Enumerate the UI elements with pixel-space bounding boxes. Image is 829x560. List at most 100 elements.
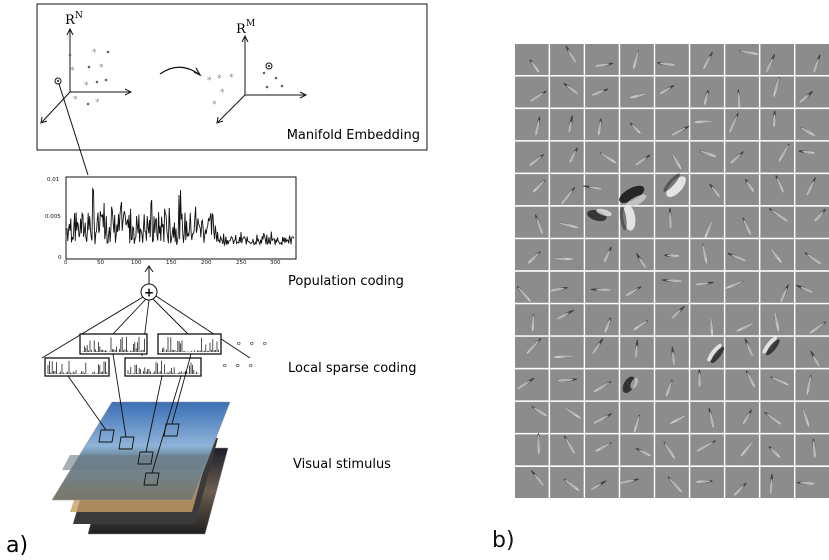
filter-blob bbox=[709, 411, 714, 428]
filter-blob bbox=[659, 87, 671, 94]
filter-blob bbox=[529, 156, 542, 166]
filter-blob bbox=[671, 309, 681, 319]
filter-blob bbox=[740, 441, 754, 457]
filter-blob bbox=[733, 485, 744, 496]
local-hist-3 bbox=[44, 357, 110, 377]
filter-blob bbox=[695, 480, 711, 483]
filter-blob bbox=[799, 94, 810, 103]
filter-blob bbox=[619, 206, 627, 231]
filter-cell bbox=[795, 239, 829, 271]
filter-cell bbox=[725, 109, 759, 141]
population-caption: Population coding bbox=[288, 274, 404, 289]
filter-blob bbox=[604, 250, 611, 263]
filter-cell bbox=[725, 44, 759, 75]
filter-blob bbox=[531, 61, 540, 73]
filter-cell bbox=[795, 304, 829, 336]
filter-blob bbox=[590, 483, 602, 491]
filter-cell bbox=[690, 369, 724, 401]
filter-blob bbox=[624, 194, 647, 209]
panel-a-diagram: R N * * * * * * R M * * bbox=[6, 3, 428, 558]
filter-blob bbox=[746, 342, 753, 357]
filter-cell bbox=[795, 174, 829, 206]
filter-blob bbox=[729, 116, 738, 133]
filter-blob bbox=[762, 336, 778, 354]
svg-text:*: * bbox=[207, 76, 212, 86]
filter-cell bbox=[515, 336, 549, 368]
filter-blob bbox=[694, 120, 713, 123]
filter-cell bbox=[690, 239, 724, 271]
filter-cell bbox=[515, 109, 549, 141]
filter-cell bbox=[585, 239, 619, 271]
filter-blob bbox=[806, 180, 814, 196]
filter-blob bbox=[554, 257, 573, 261]
manifold-box bbox=[36, 3, 428, 151]
filter-blob bbox=[588, 186, 603, 190]
filter-cell bbox=[690, 109, 724, 141]
filter-cell bbox=[725, 76, 759, 108]
filter-blob bbox=[809, 322, 825, 334]
manifold-caption: Manifold Embedding bbox=[287, 128, 420, 143]
axes-right bbox=[216, 34, 308, 124]
filter-blob bbox=[666, 279, 682, 282]
space-right-sup: M bbox=[246, 19, 255, 29]
filter-blob bbox=[550, 287, 565, 292]
filter-blob bbox=[743, 412, 750, 425]
filter-blob bbox=[800, 286, 813, 293]
filter-cell bbox=[550, 336, 584, 368]
filter-blob bbox=[561, 189, 573, 205]
filter-blob bbox=[704, 221, 713, 240]
filter-blob bbox=[806, 376, 811, 395]
filter-blob bbox=[595, 443, 611, 452]
filter-blob bbox=[638, 449, 651, 457]
svg-text:200: 200 bbox=[201, 260, 212, 266]
image-patches bbox=[98, 423, 180, 486]
filter-cell bbox=[515, 271, 549, 303]
filter-cell bbox=[725, 174, 759, 206]
population-plot-frame bbox=[65, 176, 297, 260]
filter-cell bbox=[550, 141, 584, 173]
filter-blob bbox=[672, 351, 675, 365]
filter-blob bbox=[737, 92, 741, 110]
filter-blob bbox=[569, 150, 577, 163]
filter-blob bbox=[770, 248, 782, 264]
filter-blob bbox=[812, 440, 816, 458]
filter-cell bbox=[725, 401, 759, 433]
filter-cell bbox=[515, 44, 549, 75]
filter-cell bbox=[795, 434, 829, 466]
filter-blob bbox=[725, 281, 743, 289]
svg-text:*: * bbox=[84, 81, 89, 91]
stimulus-caption: Visual stimulus bbox=[293, 457, 391, 472]
filter-blob bbox=[556, 312, 569, 320]
filter-cell bbox=[620, 76, 654, 108]
point-link-line bbox=[58, 83, 89, 176]
svg-text:*: * bbox=[99, 63, 104, 73]
filter-cell bbox=[550, 174, 584, 206]
filter-blob bbox=[704, 92, 708, 105]
filter-blob bbox=[622, 376, 635, 394]
filter-blob bbox=[532, 180, 545, 193]
filter-blob bbox=[533, 407, 548, 417]
filter-cell bbox=[655, 141, 689, 173]
filter-cell bbox=[585, 434, 619, 466]
patch-links bbox=[67, 353, 192, 474]
filter-cell bbox=[655, 76, 689, 108]
svg-text:0: 0 bbox=[58, 255, 62, 261]
filter-blob bbox=[536, 217, 543, 234]
scatter-left: * * * * * * bbox=[68, 48, 110, 108]
filter-blob bbox=[802, 408, 810, 427]
local-caption: Local sparse coding bbox=[288, 361, 417, 376]
filter-blob bbox=[710, 346, 725, 364]
local-hist-1 bbox=[79, 333, 148, 355]
filter-cell bbox=[620, 401, 654, 433]
filter-cell bbox=[655, 271, 689, 303]
filter-blob bbox=[604, 319, 611, 333]
filter-cell bbox=[690, 271, 724, 303]
filter-blob bbox=[592, 342, 601, 355]
svg-text:*: * bbox=[229, 73, 234, 83]
filter-blob bbox=[730, 153, 742, 164]
filter-cell bbox=[760, 141, 794, 173]
selected-point-left bbox=[54, 77, 62, 85]
filter-blob bbox=[558, 222, 579, 228]
filter-cell bbox=[550, 304, 584, 336]
filter-cell bbox=[690, 304, 724, 336]
